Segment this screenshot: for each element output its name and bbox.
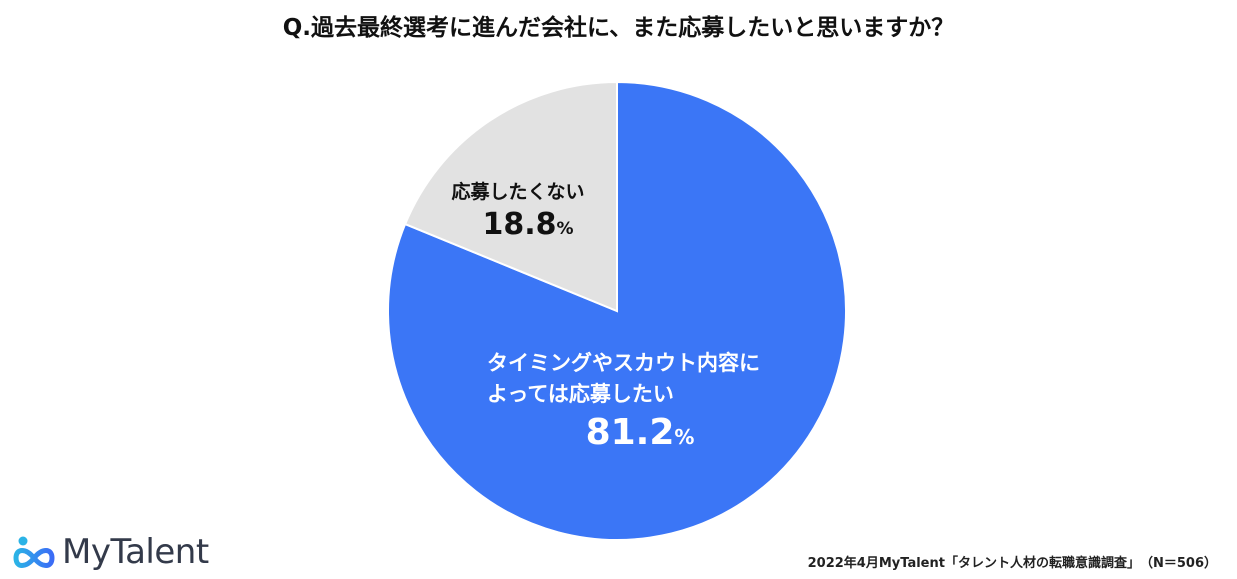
infinity-person-icon [13, 536, 55, 568]
chart-title: Q.過去最終選考に進んだ会社に、また応募したいと思いますか？ [282, 15, 955, 41]
slice-label-1-line-0: 応募したくない [451, 180, 584, 203]
slice-value-0: 81.2% [586, 412, 695, 453]
pie-slice-1 [403, 80, 618, 313]
slice-label-0-line-1: よっては応募したい [487, 382, 674, 406]
logo-text: MyTalent [62, 532, 209, 572]
mytalent-logo: MyTalent [12, 530, 209, 574]
source-note: 2022年4月MyTalent「タレント人材の転職意識調査」 （N＝506） [807, 556, 1217, 571]
pie-slice-0 [387, 80, 847, 541]
slice-value-1: 18.8% [482, 207, 573, 242]
slice-label-0-line-0: タイミングやスカウト内容に [487, 351, 760, 375]
